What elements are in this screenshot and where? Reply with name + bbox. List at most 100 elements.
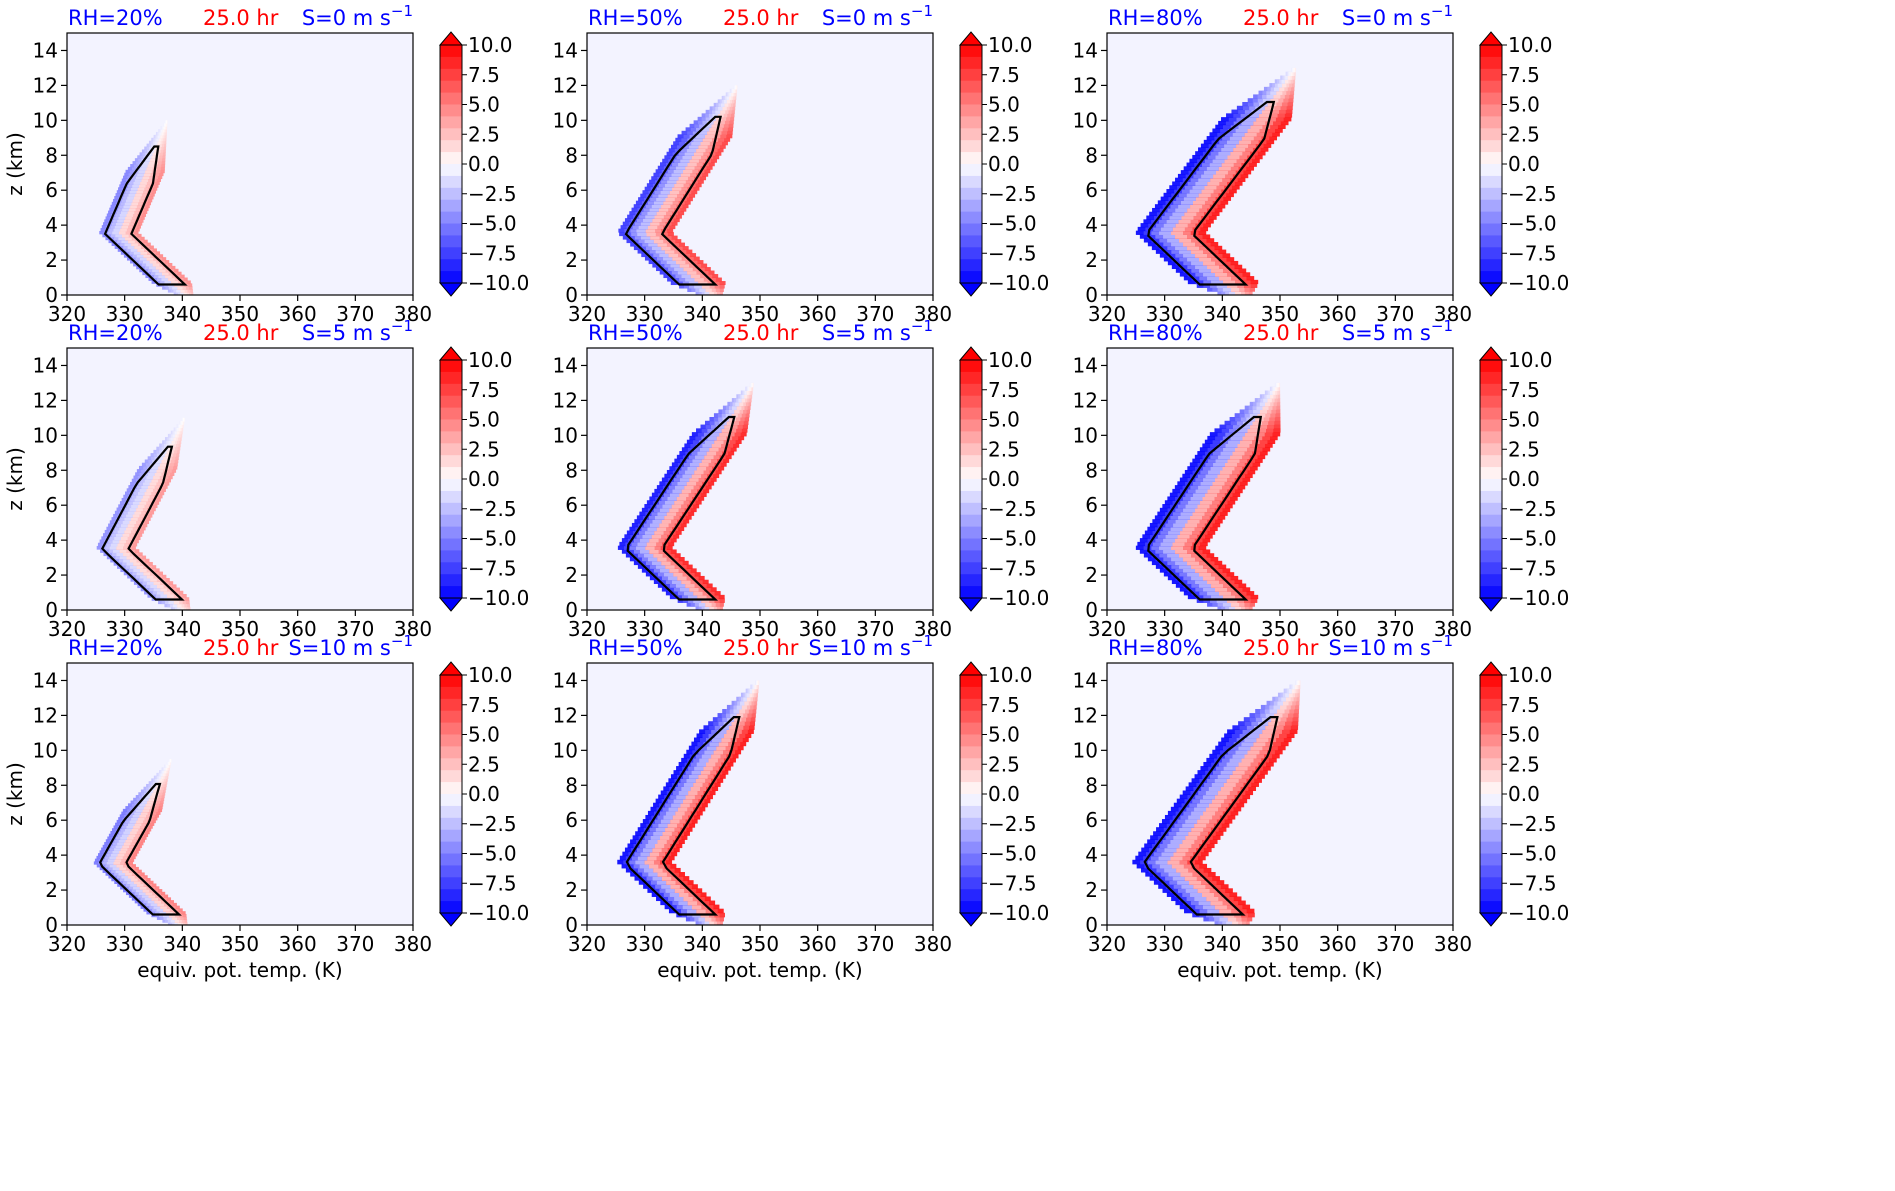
positive-band — [145, 891, 153, 896]
positive-band — [690, 786, 700, 792]
negative-band — [1241, 741, 1254, 747]
positive-band — [653, 553, 663, 558]
positive-band — [1207, 579, 1219, 585]
negative-band — [639, 549, 650, 554]
positive-band — [698, 281, 708, 286]
negative-band — [1198, 485, 1211, 490]
positive-band — [671, 504, 682, 509]
positive-band — [1288, 692, 1293, 698]
negative-band — [734, 85, 736, 90]
negative-band — [119, 526, 127, 531]
colorbar-segment — [960, 68, 982, 82]
positive-band — [701, 458, 712, 463]
positive-band — [661, 560, 671, 566]
colorbar-segment — [440, 383, 462, 397]
negative-band — [1176, 831, 1189, 836]
positive-band — [178, 427, 181, 432]
positive-band — [1261, 109, 1273, 114]
positive-band — [124, 529, 131, 534]
negative-band — [684, 469, 695, 475]
negative-band — [115, 233, 122, 238]
negative-band — [1247, 733, 1260, 739]
positive-band — [1274, 713, 1283, 718]
negative-band — [1155, 859, 1168, 865]
negative-band — [126, 513, 133, 518]
negative-band — [162, 770, 165, 774]
positive-band — [656, 211, 667, 216]
colorbar-tick-label: 7.5 — [988, 693, 1020, 717]
positive-band — [145, 803, 152, 807]
negative-band — [1183, 507, 1196, 513]
positive-band — [1235, 766, 1248, 771]
positive-band — [1253, 741, 1266, 747]
positive-band — [1212, 481, 1225, 486]
colorbar-segment — [960, 199, 982, 213]
positive-band — [1203, 260, 1215, 266]
negative-band — [150, 902, 158, 907]
negative-band — [671, 579, 682, 585]
positive-band — [1193, 884, 1206, 889]
positive-band — [1200, 500, 1212, 505]
negative-band — [1220, 451, 1233, 456]
rh-label: RH=80% — [1108, 321, 1203, 345]
positive-band — [1270, 394, 1274, 399]
shear-label: S=0 m s−1 — [822, 2, 933, 30]
positive-band — [689, 477, 699, 482]
negative-band — [740, 700, 745, 706]
positive-band — [656, 526, 667, 532]
positive-band — [1194, 823, 1207, 828]
negative-band — [1276, 382, 1278, 388]
positive-band — [164, 453, 170, 457]
positive-band — [136, 190, 144, 194]
positive-band — [1220, 469, 1232, 475]
positive-band — [646, 232, 656, 237]
colorbar-segment — [1480, 490, 1502, 504]
positive-band — [665, 827, 675, 832]
negative-band — [1266, 94, 1274, 99]
positive-band — [691, 155, 702, 160]
negative-band — [1281, 696, 1286, 702]
y-tick-label: 10 — [1073, 108, 1098, 132]
negative-band — [657, 511, 667, 516]
colorbar: 10.07.55.02.50.0−2.5−5.0−7.5−10.0 — [438, 346, 529, 612]
colorbar-extend-top — [438, 661, 464, 676]
negative-band — [152, 268, 159, 273]
negative-band — [1285, 692, 1289, 698]
positive-band — [754, 684, 757, 690]
negative-band — [667, 496, 677, 501]
negative-band — [1202, 904, 1215, 910]
positive-band — [133, 196, 141, 200]
negative-band — [1225, 443, 1238, 448]
colorbar: 10.07.55.02.50.0−2.5−5.0−7.5−10.0 — [958, 31, 1049, 297]
positive-band — [711, 443, 722, 448]
positive-band — [1205, 492, 1217, 497]
negative-band — [147, 792, 152, 796]
shear-label-base: S=0 m s — [822, 6, 911, 30]
positive-band — [1279, 86, 1285, 92]
positive-band — [1262, 405, 1269, 410]
shear-label: S=0 m s−1 — [1342, 2, 1453, 30]
colorbar-segment — [960, 574, 982, 587]
colorbar-segment — [440, 211, 462, 224]
positive-band — [1179, 843, 1192, 849]
negative-band — [667, 575, 678, 581]
positive-band — [729, 725, 738, 730]
anomaly-field — [93, 759, 188, 925]
negative-band — [751, 382, 752, 388]
colorbar-segment — [960, 550, 982, 563]
positive-band — [136, 883, 144, 887]
colorbar-segment — [960, 502, 982, 516]
negative-band — [692, 458, 702, 463]
negative-band — [143, 481, 150, 486]
x-tick-label: 370 — [336, 617, 374, 641]
colorbar-segment — [440, 526, 462, 539]
negative-band — [665, 888, 675, 893]
negative-band — [109, 545, 117, 550]
negative-band — [172, 286, 178, 290]
colorbar: 10.07.55.02.50.0−2.5−5.0−7.5−10.0 — [1478, 31, 1569, 297]
negative-band — [679, 587, 690, 592]
negative-band — [1167, 238, 1180, 243]
negative-band — [132, 184, 139, 188]
negative-band — [640, 851, 650, 857]
positive-band — [669, 190, 680, 195]
